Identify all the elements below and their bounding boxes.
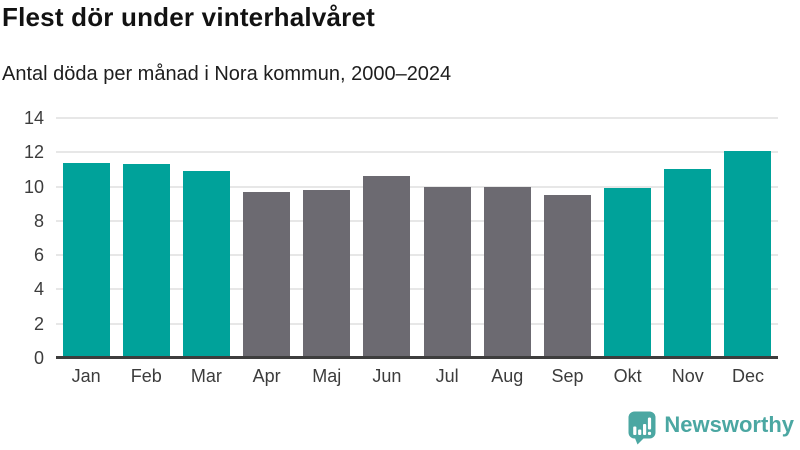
y-tick-label-2: 2 [33,313,44,334]
bar-jul [423,186,471,358]
bar-slot-maj [297,118,357,358]
bar-mar [182,171,230,358]
x-tick-label-okt: Okt [613,366,642,386]
bar-apr [243,191,291,358]
x-tick-label-nov: Nov [671,366,704,386]
x-tick-label-jan: Jan [71,366,101,386]
bar-slot-jun [357,118,417,358]
bar-jan [62,162,110,358]
bar-dec [724,150,772,358]
bar-slot-sep [537,118,597,358]
x-tick-label-maj: Maj [312,366,342,386]
newsworthy-logo: Newsworthy [628,411,794,445]
gridline-10 [56,185,778,188]
bar-slot-okt [598,118,658,358]
x-tick-label-apr: Apr [252,366,281,386]
x-tick-label-mar: Mar [190,366,222,386]
bar-nov [664,169,712,358]
bar-okt [604,188,652,358]
bar-slot-mar [176,118,236,358]
bar-maj [303,190,351,358]
y-tick-label-12: 12 [23,142,44,163]
y-tick-label-4: 4 [33,279,44,300]
y-tick-label-6: 6 [33,245,44,266]
bar-slot-nov [658,118,718,358]
x-tick-label-aug: Aug [491,366,524,386]
x-tick-label-feb: Feb [130,366,162,386]
bar-slot-aug [477,118,537,358]
y-tick-label-10: 10 [23,176,44,197]
gridline-6 [56,254,778,257]
bar-jun [363,176,411,358]
newsworthy-logo-text: Newsworthy [664,412,794,437]
chart-title: Flest dör under vinterhalvåret [2,2,375,32]
chart-subtitle: Antal döda per månad i Nora kommun, 2000… [2,63,452,85]
bar-slot-jan [56,118,116,358]
plot-area [56,117,778,359]
newsworthy-speech-bubble-chart-icon [628,411,656,445]
bar-aug [483,186,531,358]
gridline-8 [56,219,778,222]
bar-sep [543,195,591,358]
bar-slot-dec [718,118,778,358]
y-axis-tick-labels: 0 2 4 6 8 10 12 14 [0,108,44,368]
gridline-4 [56,288,778,291]
x-tick-label-jun: Jun [372,366,402,386]
bar-series [56,118,778,358]
bar-slot-jul [417,118,477,358]
x-tick-label-jul: Jul [435,366,459,386]
gridline-12 [56,151,778,154]
gridline-2 [56,322,778,325]
x-tick-label-sep: Sep [551,366,584,386]
x-axis-tick-labels: Jan Feb Mar Apr Maj Jun Jul Aug Sep Okt Nov Dec [56,366,778,387]
y-tick-label-8: 8 [33,210,44,231]
gridline-14 [56,117,778,119]
bar-feb [122,164,170,358]
x-axis-line [56,356,778,359]
bar-slot-feb [116,118,176,358]
y-tick-label-14: 14 [23,108,44,128]
bar-slot-apr [237,118,297,358]
x-tick-label-dec: Dec [731,366,764,386]
y-tick-label-0: 0 [33,348,44,368]
